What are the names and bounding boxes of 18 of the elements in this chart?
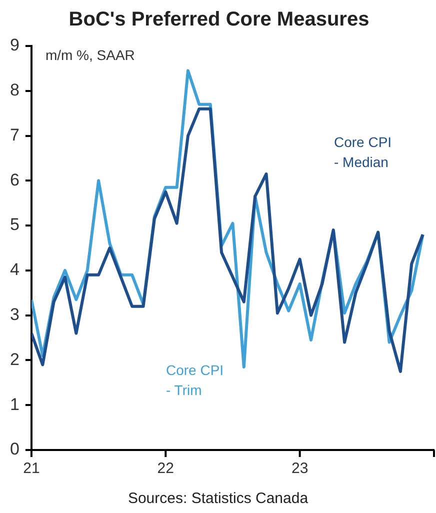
x-tick-label: 22 (157, 460, 174, 478)
y-tick-label: 9 (10, 36, 20, 55)
source-note: Sources: Statistics Canada (126, 490, 310, 507)
y-tick-label: 0 (10, 440, 20, 459)
y-tick-label: 6 (10, 170, 20, 190)
y-tick-label: 7 (10, 125, 20, 144)
chart-title: BoC's Preferred Core Measures (68, 8, 370, 31)
y-tick-label: 8 (10, 80, 20, 100)
text: Core CPI - Median (334, 134, 392, 170)
y-tick-label: 1 (10, 394, 20, 414)
y-tick-label: 2 (10, 350, 20, 369)
y-tick-label: 5 (10, 215, 20, 234)
y-axis-title: m/m %, SAAR (45, 46, 135, 63)
series-label: Core CPI - Trim (166, 362, 224, 398)
x-tick-label: 21 (23, 460, 40, 478)
x-tick-label: 23 (291, 460, 308, 478)
y-tick-label: 4 (10, 260, 20, 280)
y-tick-label: 3 (10, 305, 20, 324)
